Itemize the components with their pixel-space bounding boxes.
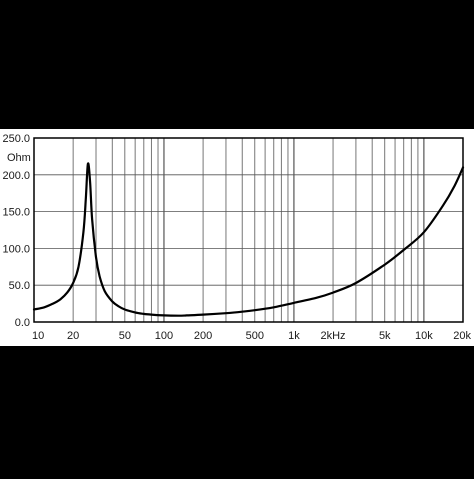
x-tick-label: 10k (415, 330, 433, 342)
x-tick-label: 100 (155, 330, 173, 342)
y-tick-label: 200.0 (2, 170, 30, 182)
x-tick-label: 200 (194, 330, 212, 342)
y-tick-label: 50.0 (9, 280, 30, 292)
chart-panel (0, 129, 474, 346)
y-axis-unit: Ohm (7, 152, 31, 164)
x-tick-labels: 10 20 50 100 200 500 1k 2kHz 5k 10k 20k (32, 330, 471, 342)
x-tick-label: 500 (246, 330, 264, 342)
y-tick-label: 100.0 (2, 243, 30, 255)
impedance-curve (32, 162, 465, 317)
grid (34, 138, 463, 322)
y-tick-label: 150.0 (2, 207, 30, 219)
y-tick-label: 250.0 (2, 133, 30, 145)
x-tick-label: 50 (119, 330, 131, 342)
x-tick-label: 20k (453, 330, 471, 342)
x-tick-label: 1k (288, 330, 300, 342)
x-tick-label: 10 (32, 330, 44, 342)
x-tick-label: 2kHz (321, 330, 346, 342)
x-tick-label: 20 (67, 330, 79, 342)
y-tick-label: 0.0 (15, 317, 30, 329)
x-tick-label: 5k (379, 330, 391, 342)
plot-frame (33, 137, 464, 323)
y-tick-labels: 0.0 50.0 100.0 150.0 200.0 250.0 (2, 133, 30, 329)
